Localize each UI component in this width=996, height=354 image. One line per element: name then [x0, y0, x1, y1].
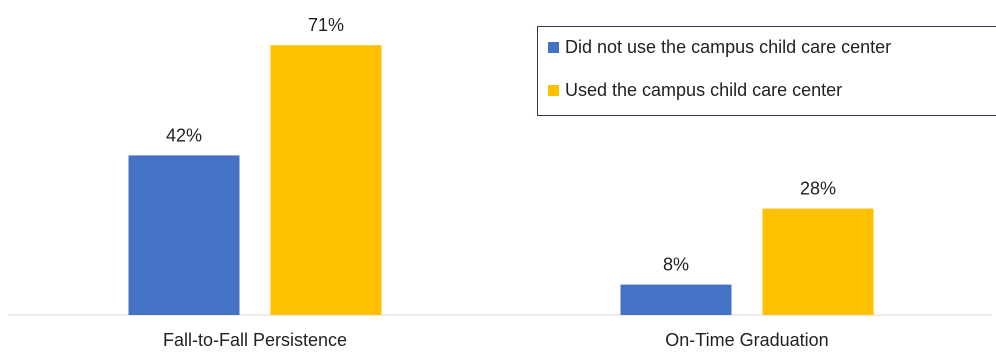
bars-group — [128, 45, 874, 315]
legend-label-did-not-use: Did not use the campus child care center — [565, 36, 892, 57]
bar-series-1-category-2 — [620, 284, 732, 315]
category-label-2: On-Time Graduation — [665, 330, 828, 350]
legend-swatch-used — [548, 84, 559, 96]
data-label-series-1-category-2: 8% — [663, 255, 689, 275]
bar-series-2-category-2 — [762, 208, 874, 315]
legend-swatch-did-not-use — [548, 41, 559, 53]
legend-item-used: Used the campus child care center — [548, 78, 842, 102]
data-label-series-1-category-1: 42% — [166, 125, 202, 145]
legend: Did not use the campus child care center… — [537, 26, 996, 116]
category-labels-group: Fall-to-Fall Persistence On-Time Graduati… — [163, 330, 829, 350]
category-label-1: Fall-to-Fall Persistence — [163, 330, 347, 350]
legend-label-used: Used the campus child care center — [565, 79, 843, 100]
bar-series-1-category-1 — [128, 155, 240, 315]
data-label-series-2-category-1: 71% — [308, 15, 344, 35]
bar-series-2-category-1 — [270, 45, 382, 315]
data-labels-group: 42% 8% 71% 28% — [166, 15, 836, 274]
data-label-series-2-category-2: 28% — [800, 179, 836, 199]
legend-item-did-not-use: Did not use the campus child care center — [548, 35, 891, 59]
